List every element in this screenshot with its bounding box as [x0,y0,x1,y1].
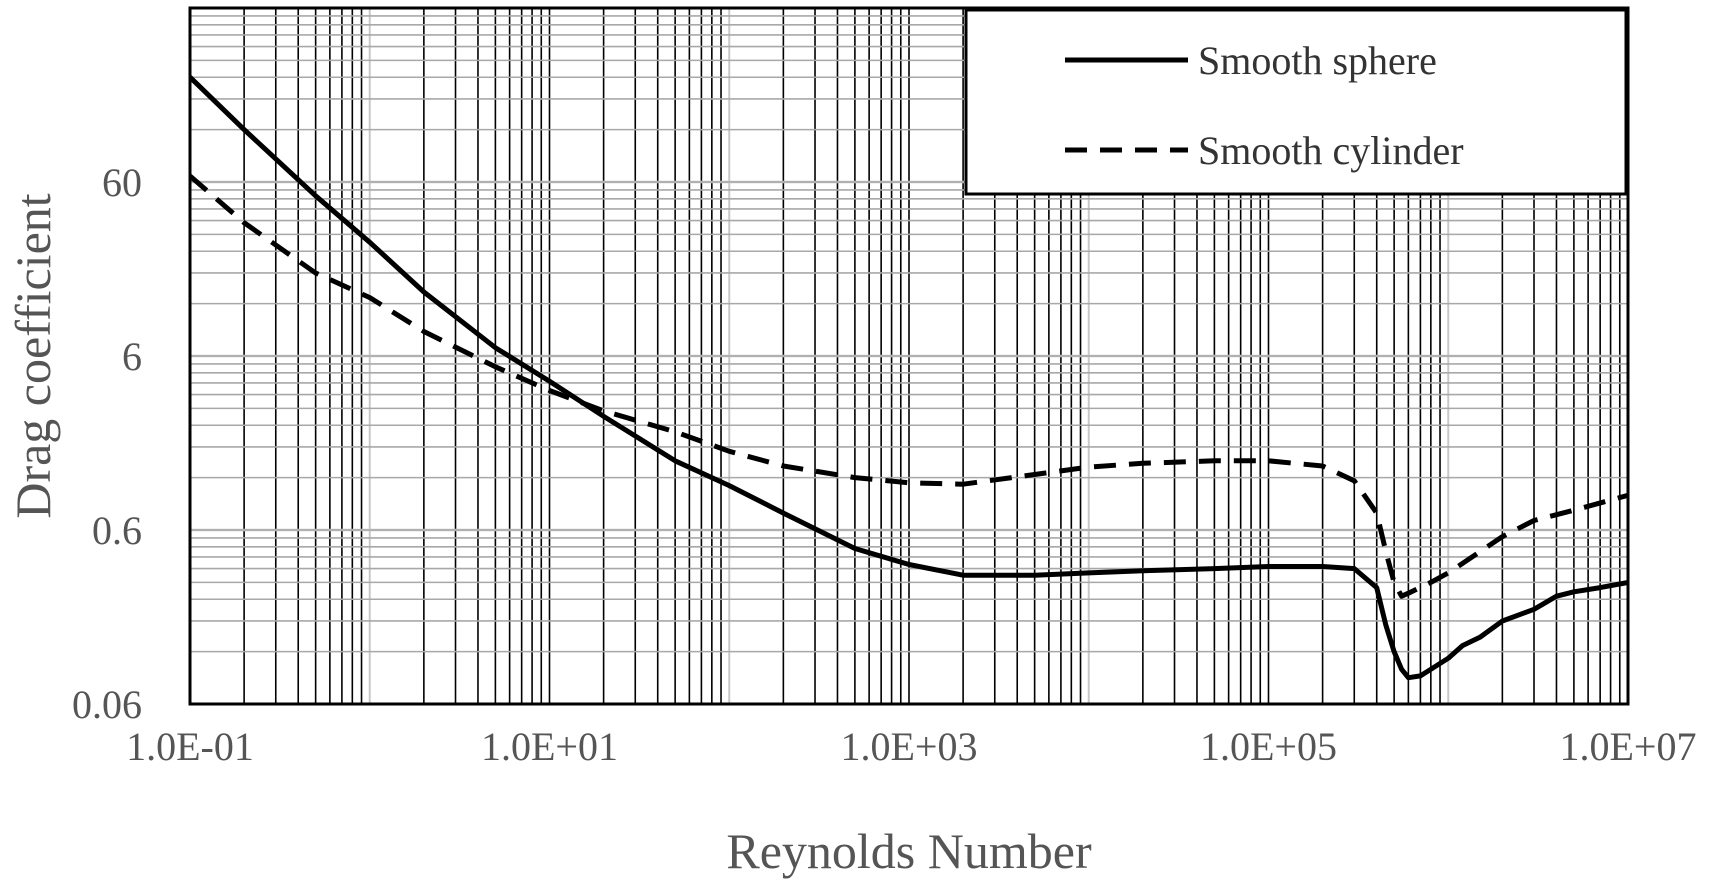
series-line-smooth-cylinder [190,174,1628,599]
x-tick-label: 1.0E+03 [841,724,978,769]
x-axis-title: Reynolds Number [726,823,1092,879]
legend-label: Smooth sphere [1198,38,1437,83]
legend-box [964,8,1628,196]
legend-label: Smooth cylinder [1198,128,1464,173]
y-axis-title: Drag coefficient [5,193,61,518]
series-line-smooth-sphere [190,75,1628,681]
x-tick-label: 1.0E+05 [1200,724,1337,769]
series-layer [190,75,1628,681]
y-tick-label: 6 [122,334,142,379]
x-tick-label: 1.0E+07 [1560,724,1697,769]
x-tick-label: 1.0E-01 [126,724,254,769]
legend: Smooth sphere Smooth cylinder [964,8,1628,196]
y-tick-label: 60 [102,160,142,205]
x-tick-label: 1.0E+01 [481,724,618,769]
tick-labels: 1.0E-01 1.0E+01 1.0E+03 1.0E+05 1.0E+07 0.06 0… [72,160,1697,769]
y-tick-label: 0.6 [92,508,142,553]
y-tick-label: 0.06 [72,682,142,727]
plot-frame [188,6,1630,706]
